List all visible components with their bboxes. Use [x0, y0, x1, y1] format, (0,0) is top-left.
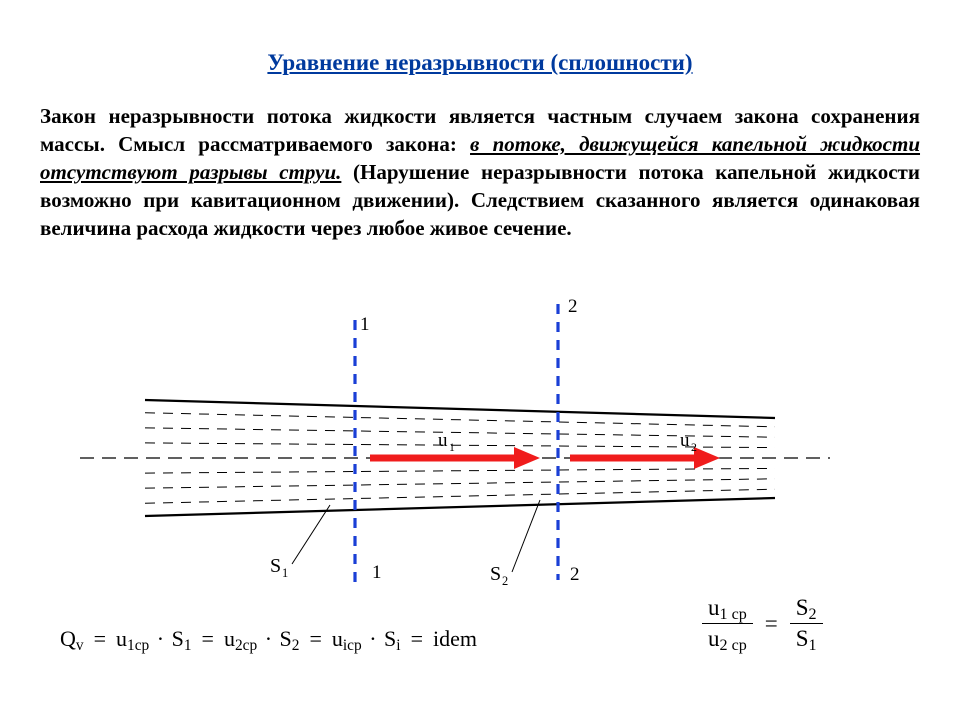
eq-sign: =: [94, 626, 106, 652]
section-number: 2: [570, 564, 580, 585]
section-number: 2: [568, 296, 578, 317]
velocity-label: u: [680, 430, 690, 451]
eq-u1S1: u1ср · S1: [116, 626, 192, 652]
section-area-label: S: [490, 563, 501, 585]
ratio-equation: u1 ср u2 ср = S2 S1: [700, 595, 825, 652]
continuity-equation: Qv = u1ср · S1 = u2ср · S2 = uiср · Si =…: [60, 626, 477, 652]
section-area-label-sub: 2: [502, 574, 508, 588]
section-number: 1: [372, 562, 382, 583]
eq-sign: =: [765, 611, 778, 637]
eq-sign: =: [202, 626, 214, 652]
streamline: [145, 468, 775, 473]
flow-diagram: u1u211S122S2: [80, 290, 830, 590]
definition-paragraph: Закон неразрывности потока жидкости явля…: [40, 102, 920, 242]
velocity-label-sub: 1: [449, 441, 455, 454]
leader-line: [512, 500, 540, 572]
streamline: [145, 479, 775, 488]
page-root: Уравнение неразрывности (сплошности) Зак…: [0, 0, 960, 720]
velocity-label: u: [438, 430, 448, 451]
section-area-label-sub: 1: [282, 566, 288, 580]
eq-idem: idem: [433, 626, 477, 652]
ratio-right-frac: S2 S1: [788, 595, 825, 652]
leader-line: [292, 505, 330, 564]
eq-u2S2: u2ср · S2: [224, 626, 300, 652]
eq-Qv: Qv: [60, 626, 84, 652]
eq-uiSi: uiср · Si: [332, 626, 401, 652]
eq-sign: =: [411, 626, 423, 652]
section-area-label: S: [270, 555, 281, 577]
flow-arrow: [370, 447, 540, 469]
velocity-label-sub: 2: [691, 441, 697, 454]
ratio-left-frac: u1 ср u2 ср: [700, 595, 755, 652]
page-title: Уравнение неразрывности (сплошности): [0, 50, 960, 76]
eq-sign: =: [309, 626, 321, 652]
section-number: 1: [360, 314, 370, 335]
flow-arrow: [570, 447, 720, 469]
